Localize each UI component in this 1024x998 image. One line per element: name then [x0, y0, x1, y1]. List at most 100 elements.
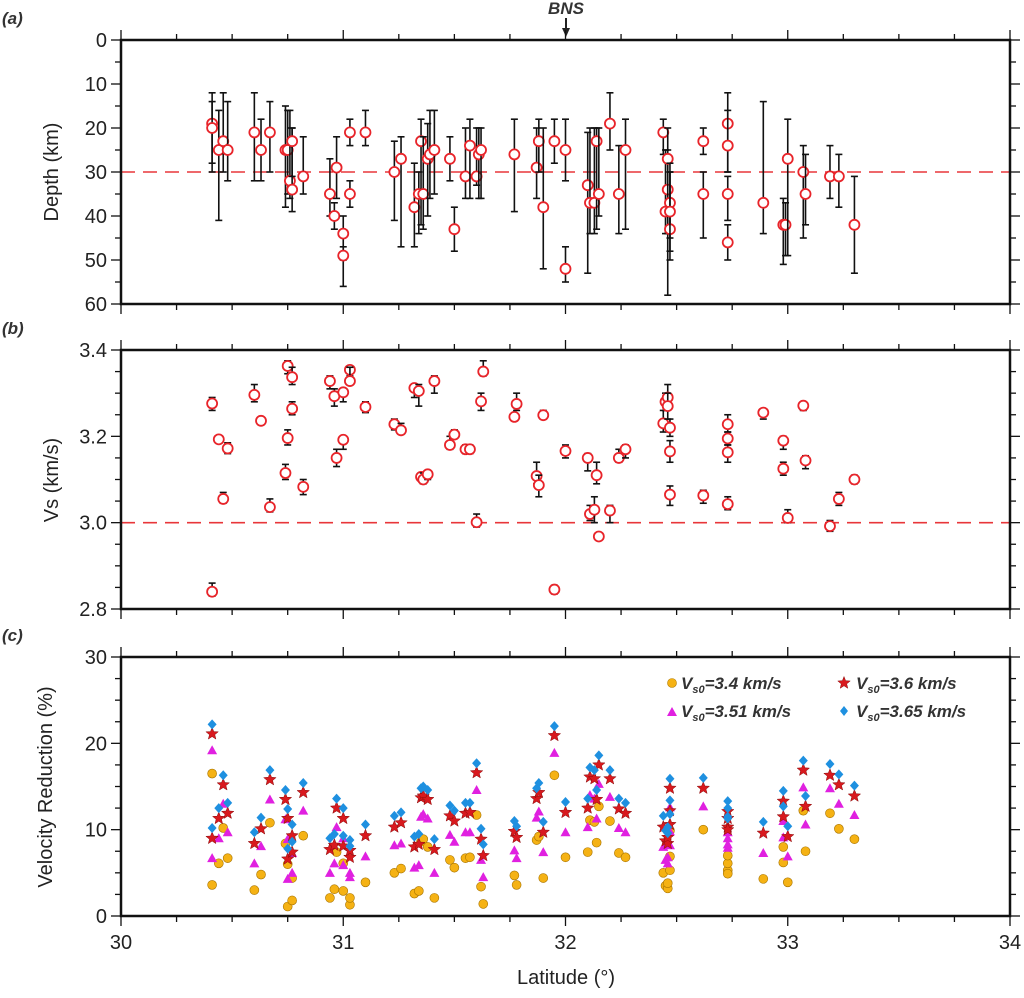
data-point-diamond	[589, 765, 599, 776]
data-marker	[444, 152, 456, 165]
data-point-circle	[265, 817, 275, 828]
data-point-star	[832, 777, 846, 791]
data-point	[664, 171, 676, 239]
data-point-diamond	[594, 750, 604, 761]
legend-circle-icon	[667, 678, 677, 688]
data-point-circle	[591, 837, 602, 848]
data-point	[421, 468, 434, 481]
data-point-star	[476, 848, 491, 862]
data-point-diamond	[658, 810, 668, 821]
data-point-star	[420, 792, 435, 806]
data-point-diamond	[218, 770, 228, 781]
data-point-diamond	[249, 827, 259, 838]
data-point-diamond	[665, 809, 675, 820]
data-point-diamond	[283, 843, 293, 854]
y-tick-label: 20	[85, 118, 107, 140]
data-point-star	[296, 785, 311, 799]
data-marker	[697, 135, 710, 148]
data-point	[359, 400, 372, 414]
data-marker	[581, 452, 594, 464]
data-point-star	[796, 762, 811, 776]
data-point	[757, 406, 770, 420]
data-point-diamond	[538, 816, 548, 827]
data-point-star	[509, 830, 524, 844]
data-marker	[255, 414, 267, 427]
data-point	[330, 448, 343, 468]
legend-entry-3.4: Vs0=3.4 km/s	[667, 674, 782, 696]
data-point-triangle	[287, 867, 298, 877]
data-point	[264, 498, 276, 514]
data-point-circle	[800, 846, 811, 857]
data-marker	[832, 493, 845, 505]
data-marker	[206, 122, 219, 134]
data-point-diamond	[214, 803, 224, 814]
data-point-triangle	[604, 791, 615, 801]
data-point-triangle	[264, 794, 275, 804]
data-point	[217, 92, 230, 173]
data-point-triangle	[329, 858, 340, 868]
data-point-triangle	[282, 873, 293, 883]
data-point-circle	[360, 877, 371, 888]
data-marker	[279, 467, 292, 479]
data-point-diamond	[561, 797, 570, 808]
data-point-star	[558, 805, 573, 819]
data-marker	[206, 397, 219, 410]
data-point-star	[776, 809, 791, 823]
data-marker	[548, 583, 561, 596]
data-point	[206, 582, 219, 598]
data-point-circle	[449, 862, 460, 873]
data-point	[255, 118, 267, 182]
data-point-triangle	[413, 860, 424, 870]
data-point	[797, 399, 810, 412]
data-point-circle	[582, 847, 593, 857]
data-marker	[395, 152, 407, 165]
data-point-diamond	[534, 778, 544, 789]
data-point-star	[469, 765, 484, 779]
data-point-diamond	[723, 803, 733, 814]
ylabel-a: Depth (km)	[41, 123, 63, 222]
x-tick-label: 31	[332, 932, 354, 954]
data-marker	[428, 144, 441, 156]
data-point-star	[618, 806, 633, 820]
data-point	[472, 127, 485, 200]
data-marker	[799, 188, 812, 200]
data-point-star	[547, 728, 562, 742]
data-marker	[581, 179, 594, 192]
data-point-diamond	[265, 765, 275, 776]
data-point	[559, 444, 572, 459]
data-marker	[264, 501, 276, 514]
data-point-circle	[778, 842, 789, 852]
data-point-circle	[662, 878, 673, 888]
data-point-circle	[476, 881, 486, 892]
data-point-triangle	[798, 782, 809, 792]
data-point-circle	[465, 852, 475, 863]
data-marker	[221, 442, 234, 455]
data-point	[448, 206, 461, 252]
data-point	[412, 383, 425, 407]
data-point	[697, 171, 710, 239]
data-point-diamond	[256, 812, 266, 823]
data-point-star	[280, 811, 295, 825]
data-marker	[264, 126, 276, 139]
data-point-star	[205, 831, 219, 845]
data-marker	[532, 479, 545, 492]
data-point-triangle	[324, 867, 335, 877]
y-tick-label: 40	[85, 206, 107, 228]
data-point	[619, 118, 632, 230]
y-tick-label: 3.4	[79, 340, 107, 362]
data-marker	[470, 170, 483, 183]
data-point-triangle	[662, 858, 673, 868]
data-marker	[619, 443, 632, 456]
data-point	[297, 136, 310, 195]
data-point	[848, 473, 861, 486]
data-point-circle	[698, 824, 709, 835]
data-point-diamond	[583, 793, 593, 804]
data-marker	[721, 139, 734, 152]
data-marker	[475, 144, 487, 156]
data-point-circle	[605, 816, 615, 826]
data-point	[464, 118, 476, 200]
data-point-triangle	[662, 852, 673, 862]
data-marker	[464, 443, 476, 456]
data-point	[777, 197, 790, 266]
